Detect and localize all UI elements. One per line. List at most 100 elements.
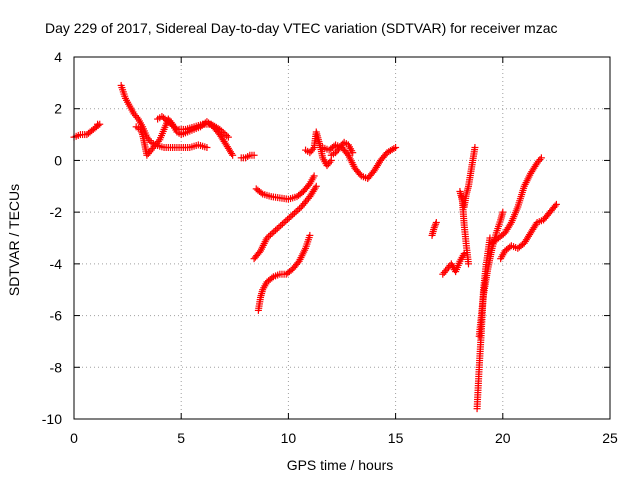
x-tick-label: 15 [388, 430, 404, 446]
data-point [349, 149, 357, 157]
data-point [486, 234, 494, 242]
data-point [284, 215, 292, 223]
series-arc-2 [117, 81, 211, 151]
data-point [94, 120, 102, 128]
data-point [551, 202, 559, 210]
y-tick-label: -10 [42, 411, 62, 427]
x-tick-label: 25 [602, 430, 618, 446]
data-points [70, 81, 560, 413]
y-tick-label: 0 [54, 152, 62, 168]
data-point [224, 133, 232, 141]
data-point [280, 218, 288, 226]
data-point [266, 231, 274, 239]
data-point [166, 119, 174, 127]
y-tick-label: -2 [50, 204, 63, 220]
x-tick-label: 5 [177, 430, 185, 446]
data-point [263, 234, 271, 242]
data-point [250, 151, 258, 159]
data-point [506, 220, 514, 228]
series-arc-9 [302, 128, 335, 170]
data-point [277, 222, 285, 230]
data-point [294, 206, 302, 214]
y-tick-label: 2 [54, 101, 62, 117]
data-point [432, 220, 440, 228]
data-point [306, 231, 314, 239]
x-tick-label: 0 [70, 430, 78, 446]
data-point [275, 223, 283, 231]
data-point [223, 132, 231, 140]
data-point [268, 274, 276, 282]
x-tick-label: 20 [495, 430, 511, 446]
x-axis-label: GPS time / hours [287, 457, 394, 473]
x-tick-labels: 0 5 10 15 20 25 [70, 430, 618, 446]
data-point [287, 212, 295, 220]
y-tick-label: 4 [54, 49, 62, 65]
series-arc-8 [254, 231, 314, 314]
data-point [536, 156, 544, 164]
data-point [137, 127, 145, 135]
data-point [272, 226, 280, 234]
data-point [311, 184, 319, 192]
y-tick-label: -8 [50, 359, 63, 375]
series-arc-12 [428, 218, 440, 239]
data-point [310, 172, 318, 180]
series-arc-1 [70, 120, 104, 141]
series-arc-5 [237, 151, 258, 162]
data-point [390, 145, 398, 153]
series-arc-15 [458, 193, 472, 268]
chart-title: Day 229 of 2017, Sidereal Day-to-day VTE… [45, 20, 558, 36]
data-point [221, 130, 229, 138]
data-point [464, 260, 472, 268]
data-point [219, 129, 227, 137]
data-point [326, 158, 334, 166]
data-point [289, 211, 297, 219]
plot-frame [73, 56, 611, 420]
y-tick-label: -4 [50, 256, 63, 272]
data-point [312, 182, 320, 190]
data-point [268, 229, 276, 237]
series-arc-6 [252, 172, 318, 203]
data-point [133, 113, 141, 121]
data-point [169, 122, 177, 130]
series-arc-11 [327, 138, 357, 159]
data-point [203, 144, 211, 151]
series-arc-19 [497, 200, 560, 263]
series-arc-10 [319, 141, 400, 183]
data-point [171, 124, 179, 132]
data-point [146, 137, 154, 145]
data-point [499, 208, 507, 216]
series-arc-13 [439, 250, 468, 278]
data-point [537, 154, 545, 162]
data-point [432, 218, 440, 226]
data-point [168, 121, 176, 129]
data-point [471, 144, 479, 151]
data-point [282, 217, 290, 225]
series-arc-7 [250, 182, 320, 263]
data-point [273, 225, 281, 233]
data-point [218, 127, 226, 135]
series-arc-17 [475, 208, 507, 340]
data-point [309, 145, 317, 153]
y-axis-label: SDTVAR / TECUs [6, 184, 22, 296]
data-point [229, 151, 237, 159]
data-point [154, 137, 162, 145]
series-arc-18 [488, 154, 545, 247]
y-tick-label: -6 [50, 308, 63, 324]
data-point [228, 150, 236, 158]
data-point [285, 214, 293, 222]
data-point [216, 125, 224, 133]
data-point [296, 205, 304, 213]
data-point [278, 220, 286, 228]
y-tick-labels: -10 -8 -6 -4 -2 0 2 4 [42, 49, 62, 427]
data-point [138, 129, 146, 137]
data-point [430, 224, 438, 232]
data-point [257, 189, 265, 197]
data-point [292, 208, 300, 216]
x-tick-label: 10 [281, 430, 297, 446]
data-point [265, 232, 273, 240]
data-point [431, 222, 439, 230]
data-point [270, 228, 278, 236]
data-point [290, 209, 298, 217]
data-point [392, 144, 400, 151]
